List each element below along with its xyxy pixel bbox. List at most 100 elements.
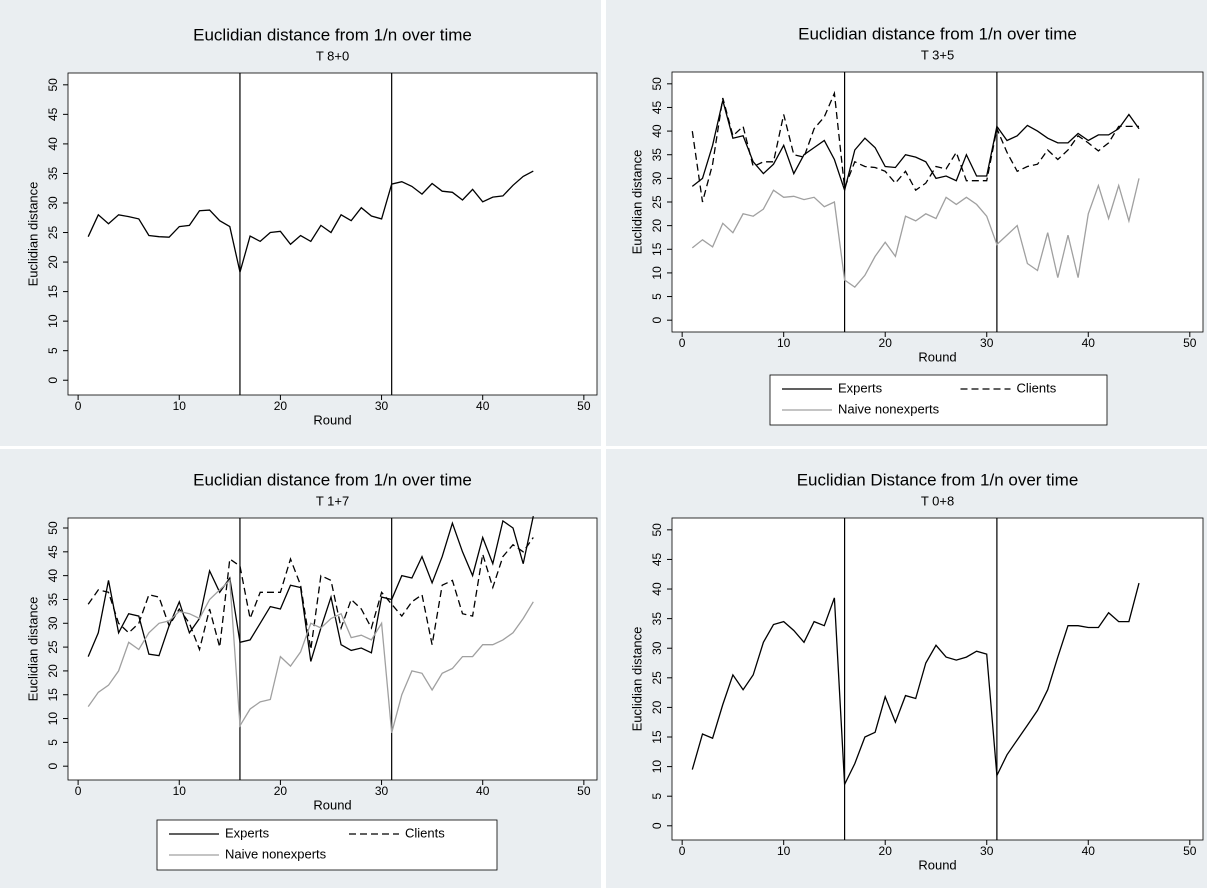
x-tick-label: 30 — [375, 784, 389, 798]
y-axis-label: Euclidian distance — [25, 597, 40, 702]
y-axis-label: Euclidian distance — [25, 182, 40, 287]
y-tick-label: 0 — [46, 377, 60, 384]
y-tick-label: 5 — [46, 347, 60, 354]
x-tick-label: 30 — [980, 844, 994, 858]
y-tick-label: 25 — [650, 671, 664, 685]
plot-area — [671, 517, 1204, 841]
x-tick-label: 10 — [777, 844, 791, 858]
x-tick-label: 50 — [1183, 844, 1197, 858]
chart-subtitle: T 1+7 — [316, 493, 349, 508]
y-tick-label: 20 — [650, 219, 664, 233]
data-line — [87, 578, 534, 733]
x-tick-label: 0 — [679, 844, 686, 858]
x-tick-label: 30 — [375, 399, 389, 413]
y-tick-label: 45 — [46, 107, 60, 121]
y-tick-label: 35 — [650, 148, 664, 162]
y-tick-label: 30 — [650, 171, 664, 185]
y-tick-label: 10 — [650, 760, 664, 774]
y-tick-label: 45 — [650, 552, 664, 566]
y-tick-label: 50 — [46, 521, 60, 535]
y-tick-label: 35 — [46, 592, 60, 606]
x-axis-label: Round — [918, 857, 956, 872]
x-tick-label: 20 — [879, 844, 893, 858]
y-tick-label: 20 — [46, 664, 60, 678]
data-line — [691, 90, 1139, 203]
y-tick-label: 15 — [650, 730, 664, 744]
y-tick-label: 45 — [46, 545, 60, 559]
data-line — [87, 170, 534, 273]
y-tick-label: 25 — [46, 640, 60, 654]
y-tick-label: 30 — [46, 616, 60, 630]
y-tick-label: 50 — [46, 78, 60, 92]
y-tick-label: 20 — [46, 255, 60, 269]
panel: Euclidian Distance from 1/n over time T 0… — [606, 449, 1207, 888]
chart-title: Euclidian distance from 1/n over time — [193, 470, 472, 489]
y-tick-label: 5 — [650, 793, 664, 800]
x-tick-label: 0 — [75, 399, 82, 413]
x-tick-label: 20 — [274, 784, 288, 798]
legend-label: Naive nonexperts — [838, 401, 940, 416]
y-tick-label: 25 — [650, 195, 664, 209]
x-tick-label: 10 — [173, 399, 187, 413]
y-tick-label: 10 — [650, 266, 664, 280]
chart-title: Euclidian distance from 1/n over time — [193, 25, 472, 44]
y-tick-label: 25 — [46, 226, 60, 240]
x-tick-label: 20 — [274, 399, 288, 413]
chart-subtitle: T 0+8 — [921, 493, 954, 508]
y-tick-label: 35 — [650, 612, 664, 626]
y-tick-label: 20 — [650, 700, 664, 714]
y-tick-label: 15 — [650, 242, 664, 256]
y-tick-label: 10 — [46, 712, 60, 726]
chart-subtitle: T 8+0 — [316, 48, 349, 63]
y-tick-label: 0 — [46, 763, 60, 770]
x-axis-label: Round — [313, 412, 351, 427]
x-tick-label: 40 — [1082, 844, 1096, 858]
y-tick-label: 45 — [650, 100, 664, 114]
plot-area — [67, 517, 598, 781]
y-tick-label: 40 — [46, 569, 60, 583]
y-tick-label: 5 — [650, 293, 664, 300]
plot-area — [671, 71, 1204, 333]
y-tick-label: 5 — [46, 739, 60, 746]
x-tick-label: 50 — [577, 399, 591, 413]
x-tick-label: 40 — [476, 399, 490, 413]
x-tick-label: 40 — [476, 784, 490, 798]
y-tick-label: 40 — [46, 137, 60, 151]
panel: Euclidian distance from 1/n over time T 8… — [0, 0, 601, 446]
x-tick-label: 50 — [1183, 336, 1197, 350]
chart-title: Euclidian distance from 1/n over time — [798, 24, 1077, 43]
y-tick-label: 50 — [650, 77, 664, 91]
data-line — [87, 515, 534, 662]
legend-box — [156, 819, 498, 871]
y-tick-label: 40 — [650, 124, 664, 138]
plot-area — [67, 72, 598, 396]
data-line — [87, 537, 534, 652]
y-axis-label: Euclidian distance — [629, 150, 644, 255]
data-line — [691, 582, 1140, 787]
y-tick-label: 30 — [46, 196, 60, 210]
x-tick-label: 10 — [777, 336, 791, 350]
y-tick-label: 10 — [46, 314, 60, 328]
y-tick-label: 50 — [650, 523, 664, 537]
x-tick-label: 40 — [1082, 336, 1096, 350]
legend-label: Clients — [405, 825, 445, 840]
x-tick-label: 0 — [75, 784, 82, 798]
legend-label: Clients — [1017, 380, 1057, 395]
panel: Euclidian distance from 1/n over time T 3… — [606, 0, 1207, 446]
legend-label: Experts — [838, 380, 883, 395]
data-line — [691, 100, 1140, 193]
y-tick-label: 35 — [46, 166, 60, 180]
x-tick-label: 20 — [879, 336, 893, 350]
y-tick-label: 0 — [650, 317, 664, 324]
chart-title: Euclidian Distance from 1/n over time — [797, 470, 1079, 489]
y-tick-label: 15 — [46, 688, 60, 702]
x-tick-label: 10 — [173, 784, 187, 798]
legend-label: Naive nonexperts — [225, 846, 327, 861]
y-tick-label: 15 — [46, 285, 60, 299]
x-tick-label: 0 — [679, 336, 686, 350]
y-tick-label: 40 — [650, 582, 664, 596]
panel: Euclidian distance from 1/n over time T 1… — [0, 449, 601, 888]
y-tick-label: 30 — [650, 641, 664, 655]
y-axis-label: Euclidian distance — [629, 627, 644, 732]
